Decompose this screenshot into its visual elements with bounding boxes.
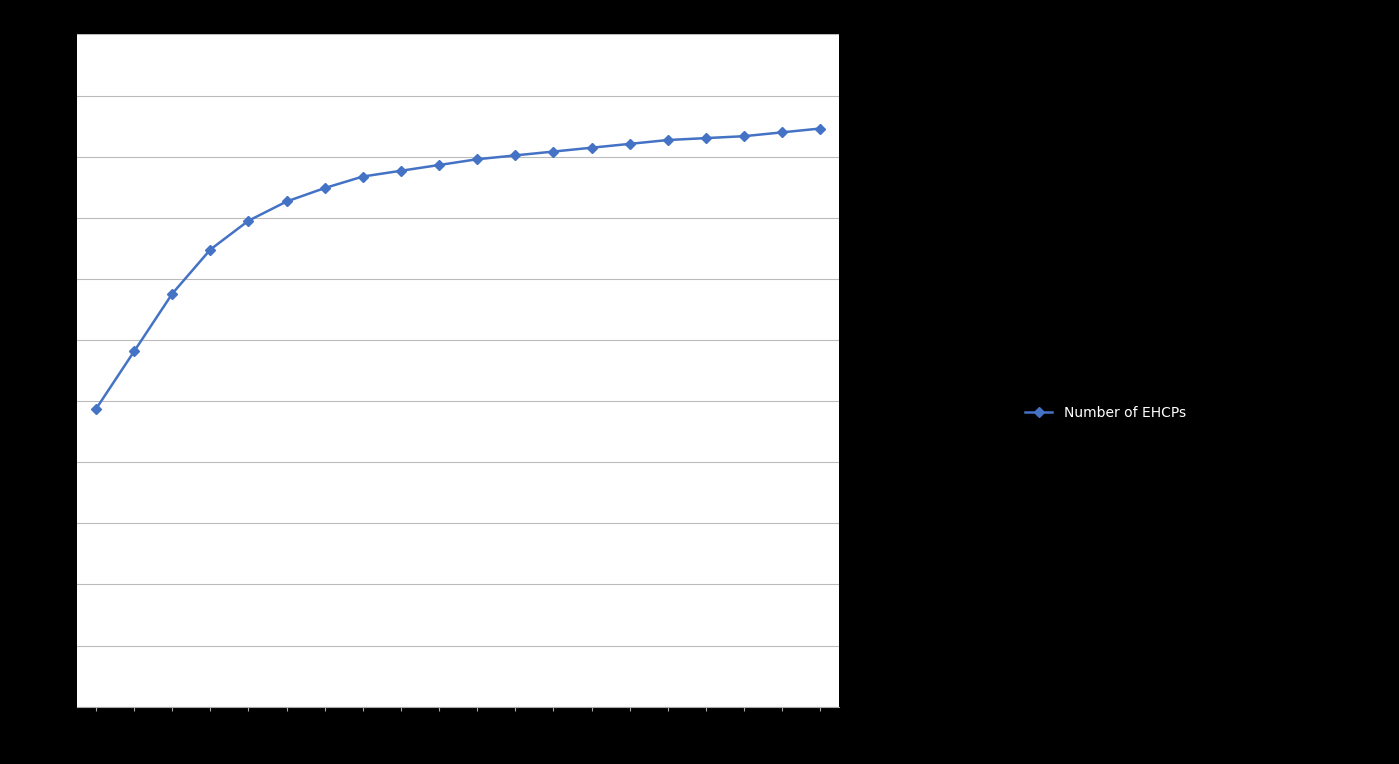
Legend: Number of EHCPs: Number of EHCPs [1018,400,1192,425]
